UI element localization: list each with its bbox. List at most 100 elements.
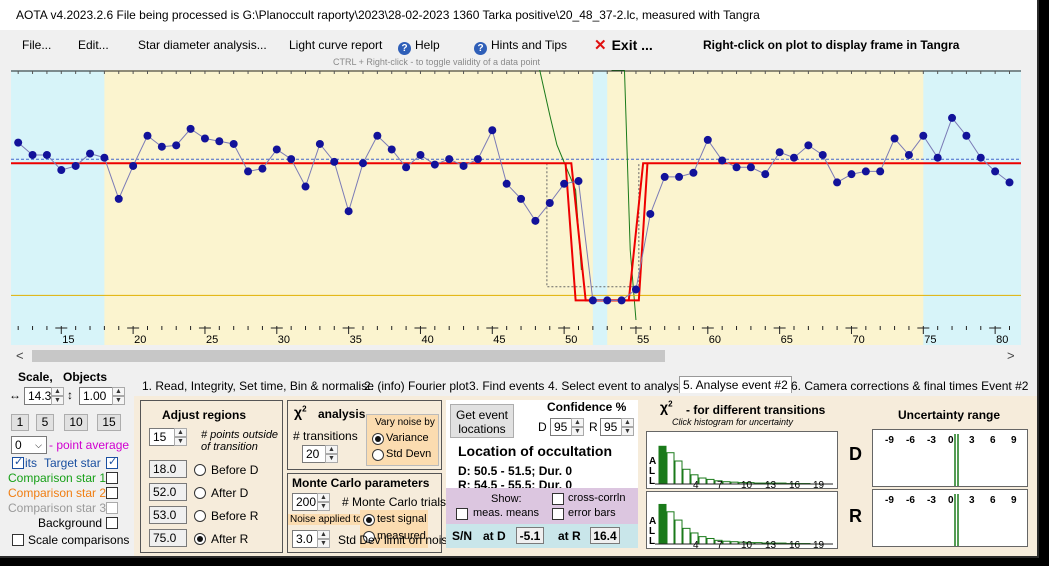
spin-down-icon[interactable]: ▼ xyxy=(317,539,330,548)
cross-corr-checkbox[interactable] xyxy=(552,493,564,505)
light-curve-plot[interactable]: 15 20 25 30 35 40 45 50 55 60 65 70 75 80 xyxy=(11,70,1021,345)
menu-exit-label: Exit ... xyxy=(611,37,653,53)
spin-up-icon[interactable]: ▲ xyxy=(621,418,634,427)
scroll-left-icon[interactable]: < xyxy=(16,348,24,363)
before-d-radio[interactable] xyxy=(194,464,206,476)
spin-up-icon[interactable]: ▲ xyxy=(317,493,330,502)
scale-5-button[interactable]: 5 xyxy=(36,414,54,431)
data-point xyxy=(660,172,669,181)
confidence-d-field[interactable]: 95 xyxy=(550,418,572,436)
red-x-icon: ✕ xyxy=(594,37,607,54)
scroll-right-icon[interactable]: > xyxy=(1007,348,1015,363)
get-event-locations-button[interactable]: Get event locations xyxy=(450,404,514,438)
before-r-radio[interactable] xyxy=(194,510,206,522)
data-point xyxy=(761,170,770,179)
menu-help[interactable]: ? Help xyxy=(398,38,440,55)
spin-up-icon[interactable]: ▲ xyxy=(325,445,338,454)
tab-find-events[interactable]: 3. Find events xyxy=(469,379,545,393)
noise-applied-box: test signal measured xyxy=(360,510,428,548)
std-limit-label: Std Dev limit on noise xyxy=(338,533,455,547)
spin-down-icon[interactable]: ▼ xyxy=(112,396,125,405)
menu-hints[interactable]: ? Hints and Tips xyxy=(474,38,567,55)
hscale-field[interactable]: 14.3 xyxy=(24,387,52,405)
menu-light-curve-report[interactable]: Light curve report xyxy=(289,38,383,52)
question-circle-icon: ? xyxy=(398,42,411,55)
before-d-field[interactable]: 18.0 xyxy=(149,460,187,478)
confidence-r-field[interactable]: 95 xyxy=(600,418,622,436)
sn-at-r-value: 16.4 xyxy=(590,527,620,544)
std-devn-radio[interactable] xyxy=(372,449,384,461)
spin-up-icon[interactable]: ▲ xyxy=(51,387,64,396)
menu-file[interactable]: File... xyxy=(22,38,52,52)
comp3-checkbox[interactable] xyxy=(106,502,118,514)
uncertainty-tick-label: -6 xyxy=(906,435,915,446)
before-r-field[interactable]: 53.0 xyxy=(149,506,187,524)
sn-at-d-value: -5.1 xyxy=(516,527,544,544)
menu-edit[interactable]: Edit... xyxy=(78,38,109,52)
tab-analyse-event[interactable]: 5. Analyse event #2 xyxy=(679,376,792,393)
uncertainty-tick-label: -9 xyxy=(885,495,894,506)
horizontal-scale-icon: ↔ xyxy=(9,388,21,402)
spin-down-icon[interactable]: ▼ xyxy=(621,427,634,436)
scale-1-button[interactable]: 1 xyxy=(11,414,29,431)
sn-at-d-label: at D xyxy=(483,529,506,543)
axis-tick-label: 40 xyxy=(421,334,433,345)
menu-exit[interactable]: ✕ Exit ... xyxy=(594,36,653,54)
test-signal-radio[interactable] xyxy=(363,514,375,526)
axis-tick-label: 75 xyxy=(924,334,936,345)
tab-fourier[interactable]: 2. (info) Fourier plot xyxy=(364,379,469,393)
spin-down-icon[interactable]: ▼ xyxy=(571,427,584,436)
scale-10-button[interactable]: 10 xyxy=(64,414,88,431)
variance-radio[interactable] xyxy=(372,433,384,445)
sn-box: S/N at D -5.1 at R 16.4 xyxy=(446,524,638,548)
after-r-field[interactable]: 75.0 xyxy=(149,529,187,547)
measured-radio[interactable] xyxy=(363,531,375,543)
plot-scrollbar[interactable]: < > xyxy=(12,348,1022,365)
target-star-checkbox[interactable] xyxy=(12,455,24,469)
tab-select-event[interactable]: 4. Select event to analyse xyxy=(548,379,686,393)
spin-down-icon[interactable]: ▼ xyxy=(325,454,338,463)
spin-up-icon[interactable]: ▲ xyxy=(571,418,584,427)
spin-up-icon[interactable]: ▲ xyxy=(174,428,187,437)
scale-title: Scale, xyxy=(18,370,53,384)
point-average-select[interactable]: 0 ⌵ xyxy=(11,436,47,454)
std-limit-field[interactable]: 3.0 xyxy=(292,530,318,548)
histogram-bar xyxy=(698,536,707,545)
target-star-visible-checkbox[interactable] xyxy=(106,455,118,469)
spin-down-icon[interactable]: ▼ xyxy=(174,437,187,446)
meas-means-checkbox[interactable] xyxy=(456,508,468,520)
comp1-checkbox[interactable] xyxy=(106,472,118,484)
error-bars-checkbox[interactable] xyxy=(552,508,564,520)
data-point xyxy=(890,134,899,143)
d-histogram[interactable]: A L L 4 7 10 13 16 19 xyxy=(646,431,838,489)
menu-star-diameter[interactable]: Star diameter analysis... xyxy=(138,38,267,52)
mc-trials-field[interactable]: 200 xyxy=(292,493,318,511)
transitions-field[interactable]: 20 xyxy=(302,445,326,463)
spin-up-icon[interactable]: ▲ xyxy=(317,530,330,539)
tab-camera-corrections[interactable]: 6. Camera corrections & final times Even… xyxy=(791,379,1029,393)
scale-15-button[interactable]: 15 xyxy=(97,414,121,431)
data-point xyxy=(732,163,741,172)
scale-comparisons-checkbox[interactable] xyxy=(12,534,24,546)
after-d-radio[interactable] xyxy=(194,487,206,499)
spin-down-icon[interactable]: ▼ xyxy=(51,396,64,405)
tab-read-integrity[interactable]: 1. Read, Integrity, Set time, Bin & norm… xyxy=(142,379,374,393)
vscale-field[interactable]: 1.00 xyxy=(79,387,113,405)
chi-symbol: χ2 xyxy=(294,404,307,420)
scroll-thumb[interactable] xyxy=(32,350,665,362)
data-point xyxy=(703,135,712,144)
point-average-label: - point average xyxy=(49,438,130,452)
histogram-side-label: A xyxy=(649,456,656,467)
objects-title: Objects xyxy=(63,370,108,384)
d-histogram-svg: ALL 4 7 10 13 16 19 xyxy=(649,445,833,488)
comp2-checkbox[interactable] xyxy=(106,487,118,499)
r-histogram[interactable]: A L L 4 7 10 13 16 19 xyxy=(646,491,838,549)
after-d-field[interactable]: 52.0 xyxy=(149,483,187,501)
spin-up-icon[interactable]: ▲ xyxy=(112,387,125,396)
data-point xyxy=(904,150,913,159)
after-r-radio[interactable] xyxy=(194,533,206,545)
spin-down-icon[interactable]: ▼ xyxy=(317,502,330,511)
show-label: Show: xyxy=(491,493,522,505)
points-outside-field[interactable]: 15 xyxy=(149,428,175,446)
background-checkbox[interactable] xyxy=(106,517,118,529)
